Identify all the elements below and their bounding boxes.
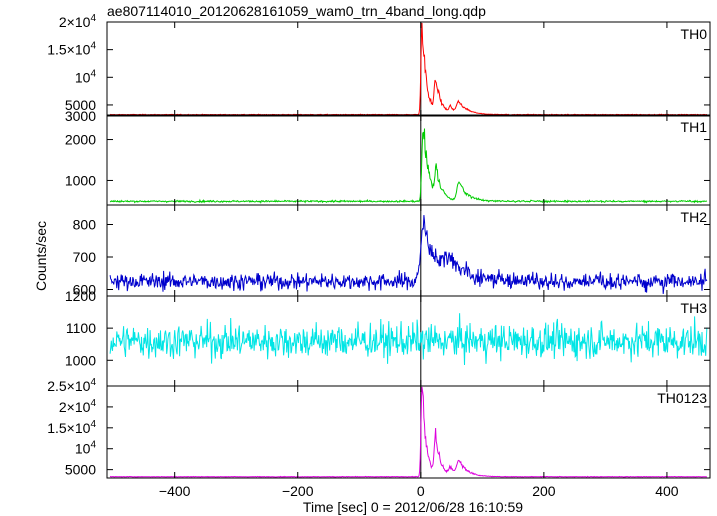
y-axis-title: Counts/sec [33, 221, 49, 291]
x-tick-label: −400 [159, 483, 191, 499]
y-tick-label: 2×104 [59, 398, 97, 415]
y-tick-label: 1.5×104 [47, 419, 96, 436]
y-tick-label: 1000 [65, 352, 96, 368]
y-tick-label: 3000 [65, 108, 96, 124]
x-tick-label: 200 [532, 483, 556, 499]
y-tick-label: 2000 [65, 132, 96, 148]
panel-frame [106, 21, 711, 117]
y-tick-label: 700 [73, 249, 97, 265]
y-tick-label: 2×104 [59, 13, 97, 30]
panel-label-th0123: TH0123 [657, 390, 707, 406]
y-tick-label: 5000 [65, 462, 96, 478]
x-tick-label: 400 [655, 483, 679, 499]
chart-title: ae807114010_20120628161059_wam0_trn_4ban… [107, 3, 486, 19]
panels-group: 2×1041.5×10410450003000TH020001000TH1800… [47, 13, 711, 499]
x-axis-title: Time [sec] 0 = 2012/06/28 16:10:59 [303, 499, 523, 515]
y-tick-label: 1.5×104 [47, 41, 96, 58]
y-tick-label: 5000 [65, 97, 96, 113]
y-tick-label: 104 [75, 440, 97, 457]
x-tick-label: −200 [282, 483, 314, 499]
y-tick-label: 600 [73, 282, 97, 298]
panel-label-th1: TH1 [681, 119, 708, 135]
panel-label-th2: TH2 [681, 209, 708, 225]
y-tick-label: 1000 [65, 172, 96, 188]
y-tick-label: 1200 [65, 288, 96, 304]
series-line-th3 [109, 313, 708, 366]
series-line-th0123 [109, 386, 708, 478]
series-line-th2 [109, 215, 708, 294]
y-tick-label: 2.5×104 [47, 377, 96, 394]
y-tick-label: 104 [75, 68, 97, 85]
x-tick-label: 0 [417, 483, 425, 499]
series-line-th1 [109, 128, 708, 204]
panel-frame [106, 114, 711, 206]
panel-frame [106, 385, 711, 479]
panel-label-th3: TH3 [681, 300, 708, 316]
y-tick-label: 800 [73, 217, 97, 233]
y-tick-label: 1100 [66, 320, 96, 336]
panel-label-th0: TH0 [681, 26, 708, 42]
series-line-th0 [110, 22, 708, 116]
